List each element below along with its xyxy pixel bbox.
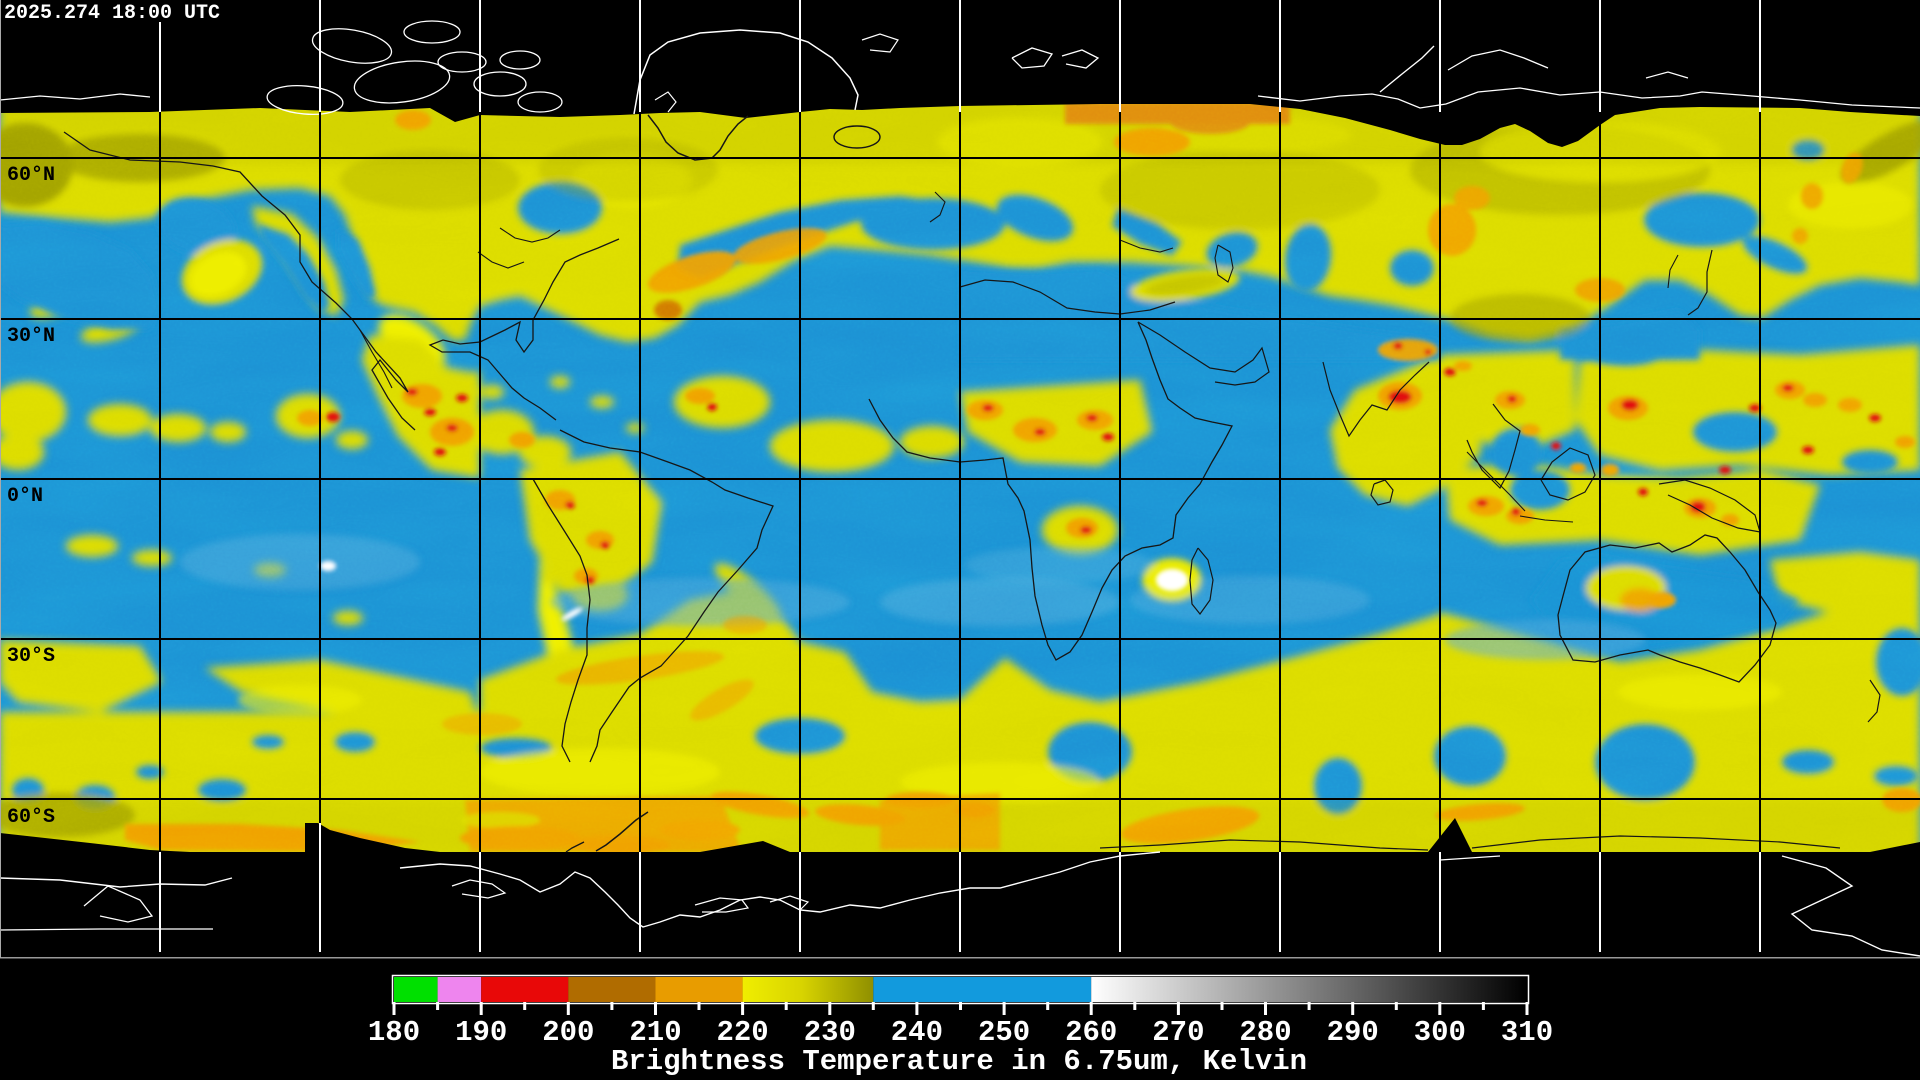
svg-text:280: 280 <box>1239 1016 1291 1049</box>
svg-text:270: 270 <box>1152 1016 1204 1049</box>
svg-text:310: 310 <box>1501 1016 1553 1049</box>
svg-text:190: 190 <box>455 1016 507 1049</box>
svg-text:230: 230 <box>804 1016 856 1049</box>
svg-text:250: 250 <box>978 1016 1030 1049</box>
svg-text:60°N: 60°N <box>7 164 55 187</box>
svg-text:Brightness Temperature in 6.75: Brightness Temperature in 6.75um, Kelvin <box>611 1045 1307 1078</box>
svg-text:300: 300 <box>1414 1016 1466 1049</box>
svg-text:260: 260 <box>1065 1016 1117 1049</box>
svg-text:2025.274 18:00 UTC: 2025.274 18:00 UTC <box>4 2 220 25</box>
svg-text:0°N: 0°N <box>7 485 43 508</box>
svg-text:240: 240 <box>891 1016 943 1049</box>
svg-text:180: 180 <box>368 1016 420 1049</box>
svg-text:60°S: 60°S <box>7 806 55 829</box>
svg-text:30°S: 30°S <box>7 645 55 668</box>
svg-text:200: 200 <box>542 1016 594 1049</box>
svg-text:220: 220 <box>716 1016 768 1049</box>
svg-text:290: 290 <box>1327 1016 1379 1049</box>
svg-text:30°N: 30°N <box>7 325 55 348</box>
svg-text:210: 210 <box>629 1016 681 1049</box>
